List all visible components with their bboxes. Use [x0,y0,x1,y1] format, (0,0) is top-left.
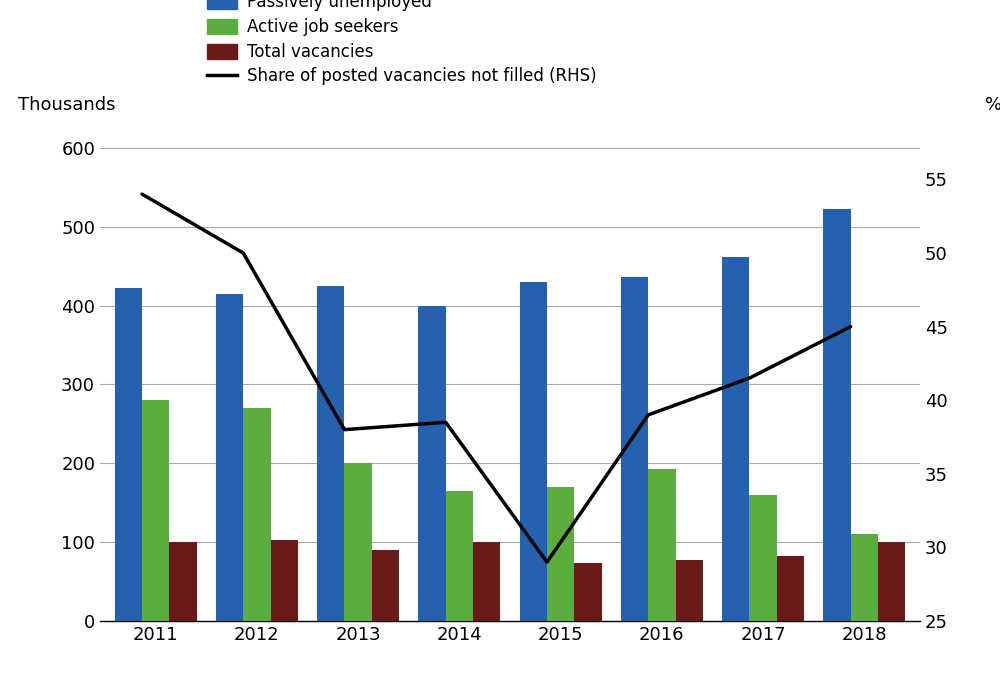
Bar [473,542,500,621]
Bar [243,408,271,621]
Bar [216,294,243,621]
Bar [648,469,676,621]
Bar [722,257,749,621]
Bar [547,487,574,621]
Bar [823,209,851,621]
Legend: Passively unemployed, Active job seekers, Total vacancies, Share of posted vacan: Passively unemployed, Active job seekers… [207,0,596,86]
Text: Thousands: Thousands [18,97,116,115]
Bar [520,282,547,621]
Bar [418,306,446,621]
Bar [749,495,777,621]
Bar [372,550,399,621]
Bar [676,560,703,621]
Bar [446,491,473,621]
Bar [621,277,648,621]
Bar [851,534,878,621]
Bar [878,542,905,621]
Bar [574,564,602,621]
Bar [169,542,197,621]
Bar [317,286,344,621]
Bar [271,540,298,621]
Text: %: % [985,97,1000,115]
Bar [777,555,804,621]
Bar [115,288,142,621]
Bar [344,463,372,621]
Bar [142,400,169,621]
